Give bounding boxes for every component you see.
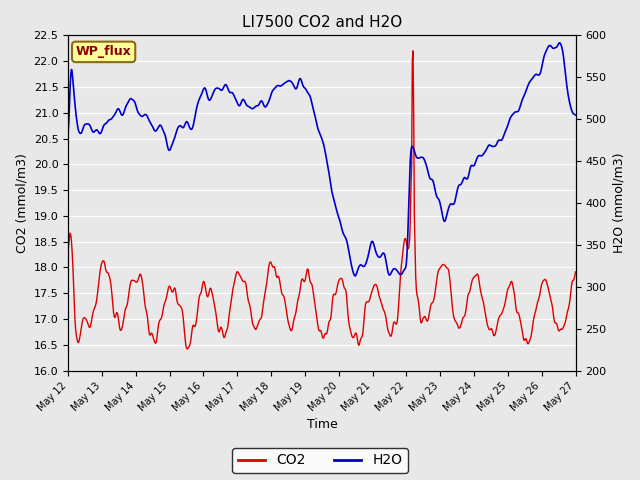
Title: LI7500 CO2 and H2O: LI7500 CO2 and H2O (242, 15, 402, 30)
Y-axis label: CO2 (mmol/m3): CO2 (mmol/m3) (15, 153, 28, 253)
H2O (467, 164, 474, 170)
CO2 (388, 330, 396, 336)
H2O (556, 40, 563, 46)
CO2 (64, 247, 72, 252)
H2O (64, 130, 72, 135)
H2O (161, 132, 169, 138)
H2O (572, 112, 579, 118)
CO2 (233, 269, 241, 275)
H2O (291, 85, 299, 91)
H2O (351, 273, 359, 279)
Line: H2O: H2O (68, 43, 575, 276)
H2O (388, 268, 396, 274)
Y-axis label: H2O (mmol/m3): H2O (mmol/m3) (612, 153, 625, 253)
CO2 (292, 310, 300, 316)
H2O (232, 97, 240, 103)
CO2 (409, 48, 417, 54)
CO2 (161, 299, 169, 305)
Text: WP_flux: WP_flux (76, 46, 131, 59)
CO2 (467, 281, 475, 287)
CO2 (362, 301, 369, 307)
H2O (362, 261, 369, 267)
Line: CO2: CO2 (68, 51, 575, 349)
CO2 (184, 346, 191, 352)
X-axis label: Time: Time (307, 419, 337, 432)
CO2 (572, 269, 579, 275)
Legend: CO2, H2O: CO2, H2O (232, 448, 408, 473)
